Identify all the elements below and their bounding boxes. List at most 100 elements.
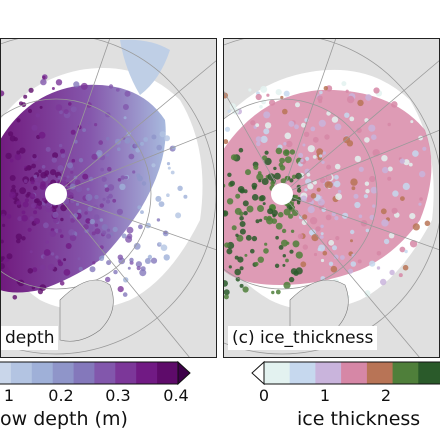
ice-thickness-point — [310, 126, 316, 132]
snow-depth-point — [87, 206, 93, 212]
ice-thickness-point — [288, 276, 295, 283]
ice-thickness-point — [259, 195, 266, 202]
snow-depth-point — [52, 211, 59, 218]
ice-thickness-point — [321, 160, 325, 164]
ice-thickness-point — [328, 239, 335, 246]
ice-thickness-point — [354, 201, 361, 209]
snow-depth-point — [21, 236, 26, 241]
ice-thickness-point — [289, 149, 296, 155]
ice-thickness-point — [234, 207, 242, 215]
ice-thickness-point — [400, 196, 405, 202]
snow-depth-point — [45, 240, 49, 244]
panel-label-right: (c) ice_thickness — [228, 326, 378, 350]
ice-thickness-point — [357, 99, 364, 107]
ice-thickness-point — [326, 181, 333, 188]
ice-thickness-point — [280, 95, 284, 100]
snow-depth-point — [23, 94, 28, 99]
colorbar-swatch — [157, 362, 179, 384]
snow-depth-point — [35, 181, 39, 185]
snow-depth-point — [138, 224, 143, 230]
snow-depth-point — [117, 147, 121, 151]
ice-thickness-point — [295, 102, 300, 108]
snow-depth-point — [38, 169, 42, 174]
ice-thickness-point — [284, 156, 292, 164]
ice-thickness-point — [285, 140, 293, 148]
ice-thickness-point — [282, 263, 286, 267]
ice-thickness-point — [262, 202, 266, 206]
snow-depth-point — [39, 264, 46, 271]
ice-thickness-point — [380, 208, 387, 215]
ice-thickness-point — [334, 163, 341, 170]
snow-depth-point — [112, 226, 118, 232]
snow-depth-point — [183, 194, 188, 199]
snow-depth-point — [65, 243, 72, 249]
ice-thickness-point — [275, 235, 279, 240]
snow-depth-point — [141, 181, 147, 186]
ice-thickness-point — [370, 186, 378, 194]
snow-depth-point — [38, 205, 42, 210]
snow-depth-point — [99, 245, 104, 250]
ice-thickness-point — [289, 249, 294, 254]
snow-depth-point — [63, 258, 67, 262]
snow-depth-point — [14, 153, 22, 161]
ice-thickness-point — [257, 171, 262, 175]
snow-depth-point — [85, 218, 91, 224]
ice-thickness-point — [320, 177, 326, 184]
snow-depth-point — [137, 205, 142, 210]
snow-depth-point — [88, 121, 92, 125]
ice-thickness-point — [382, 166, 389, 174]
snow-depth-point — [31, 203, 36, 209]
ice-thickness-point — [307, 206, 315, 214]
ice-thickness-point — [278, 162, 284, 168]
snow-depth-point — [24, 198, 29, 203]
ice-thickness-point — [245, 169, 251, 176]
ice-thickness-point — [295, 251, 303, 259]
ice-thickness-point — [223, 289, 230, 296]
snow-depth-point — [91, 153, 98, 160]
snow-depth-point — [32, 154, 37, 159]
snow-depth-point — [77, 209, 82, 214]
snow-depth-point — [150, 257, 158, 264]
ice-thickness-point — [410, 120, 414, 124]
snow-depth-point — [33, 174, 38, 179]
snow-depth-point — [132, 170, 136, 174]
snow-depth-point — [104, 184, 108, 188]
ice-thickness-point — [335, 193, 342, 201]
ice-thickness-point — [369, 175, 376, 183]
snow-depth-point — [59, 110, 63, 115]
snow-depth-point — [57, 261, 64, 267]
ice-thickness-point — [257, 205, 264, 212]
ice-thickness-point — [260, 135, 268, 143]
colorbar-left-tick-2: 0.2 — [48, 386, 74, 405]
ice-thickness-colorbar — [251, 360, 440, 386]
snow-depth-point — [50, 169, 57, 176]
ice-thickness-point — [285, 258, 289, 263]
ice-thickness-point — [260, 85, 268, 93]
ice-thickness-point — [402, 182, 410, 190]
left-map-frame — [0, 38, 217, 358]
ice-thickness-point — [283, 281, 291, 289]
snow-depth-point — [16, 118, 21, 123]
ice-thickness-point — [317, 198, 325, 206]
snow-depth-point — [15, 238, 21, 244]
snow-depth-point — [36, 200, 43, 206]
ice-thickness-point — [302, 214, 308, 220]
ice-thickness-point — [255, 123, 260, 127]
snow-depth-point — [98, 140, 103, 145]
snow-depth-point — [0, 90, 5, 97]
ice-thickness-point — [322, 151, 326, 155]
ice-thickness-point — [357, 259, 362, 264]
ice-thickness-point — [346, 95, 355, 104]
ice-thickness-point — [298, 152, 304, 158]
snow-depth-point — [63, 269, 71, 276]
snow-depth-point — [166, 162, 171, 166]
ice-thickness-point — [288, 213, 294, 219]
ice-thickness-point — [418, 202, 422, 206]
colorbar-swatch — [392, 362, 419, 384]
snow-depth-point — [120, 175, 125, 180]
ice-thickness-point — [223, 139, 229, 145]
ice-thickness-point — [324, 134, 330, 140]
ice-thickness-point — [326, 164, 332, 170]
snow-depth-point — [40, 172, 47, 179]
